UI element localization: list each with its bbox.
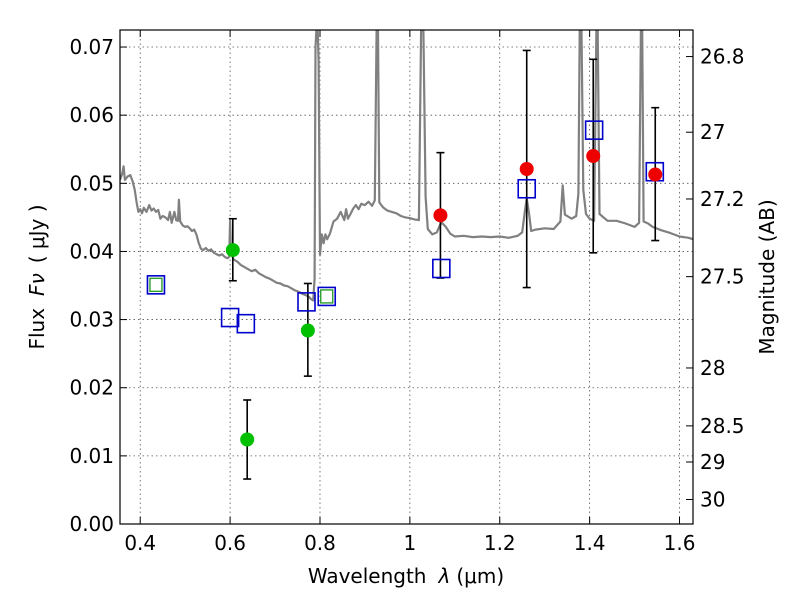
- x-tick-label: 1.6: [664, 531, 696, 555]
- y2-tick-label: 27: [700, 120, 725, 144]
- model-square-marker: [146, 275, 166, 295]
- nir-point: [648, 167, 663, 182]
- y2-tick-label: 29: [700, 450, 725, 474]
- y2-tick-label: 30: [700, 487, 725, 511]
- model-square-marker: [517, 178, 537, 199]
- plot-area: [120, 30, 693, 524]
- model-square-marker: [220, 307, 240, 328]
- model-square-marker: [317, 286, 337, 307]
- y-tick-label: 0.01: [69, 444, 114, 468]
- y2-tick-label: 26.8: [700, 45, 745, 69]
- y2-tick-label: 27.2: [700, 187, 745, 211]
- model-square-marker: [297, 292, 316, 312]
- nir-point: [586, 149, 601, 164]
- y-tick-label: 0.05: [69, 171, 114, 195]
- x-tick-label: 1.2: [484, 531, 516, 555]
- y-tick-label: 0.06: [69, 103, 114, 127]
- model-spectrum-line: [120, 30, 693, 302]
- nir-point: [433, 208, 448, 223]
- axis-ticks: 0.4 0.6 0.8 1 1.2 1.4 1.6 0.00 0.01 0.02 0.03 0.04 0…: [69, 30, 745, 555]
- optical-point: [225, 243, 240, 258]
- x-tick-label: 0.4: [124, 531, 156, 555]
- y-tick-label: 0.04: [69, 239, 114, 263]
- y-tick-label: 0.02: [69, 376, 114, 400]
- y2-axis-label: Magnitude (AB): [755, 199, 779, 354]
- y-tick-label: 0.00: [69, 512, 114, 536]
- nir-point: [519, 162, 534, 177]
- inner-square-marker: [320, 289, 334, 304]
- plot-series: [120, 30, 693, 480]
- model-square-marker: [584, 120, 604, 140]
- model-square-marker: [432, 258, 451, 279]
- model-square-marker: [236, 313, 256, 334]
- y2-tick-label: 27.5: [700, 265, 745, 289]
- x-axis-label: Wavelength λ (μm): [308, 564, 504, 588]
- y2-tick-label: 28: [700, 356, 725, 380]
- y-tick-label: 0.07: [69, 35, 114, 59]
- x-tick-label: 1.4: [574, 531, 606, 555]
- x-tick-label: 0.8: [304, 531, 336, 555]
- inner-square-marker: [149, 277, 163, 293]
- y-axis-label: FluxFν( μJy ): [25, 204, 49, 349]
- y-tick-label: 0.03: [69, 308, 114, 332]
- optical-point: [300, 323, 315, 338]
- x-tick-label: 0.6: [214, 531, 246, 555]
- x-tick-label: 1: [404, 531, 417, 555]
- y2-tick-label: 28.5: [700, 414, 745, 438]
- optical-point: [240, 432, 255, 447]
